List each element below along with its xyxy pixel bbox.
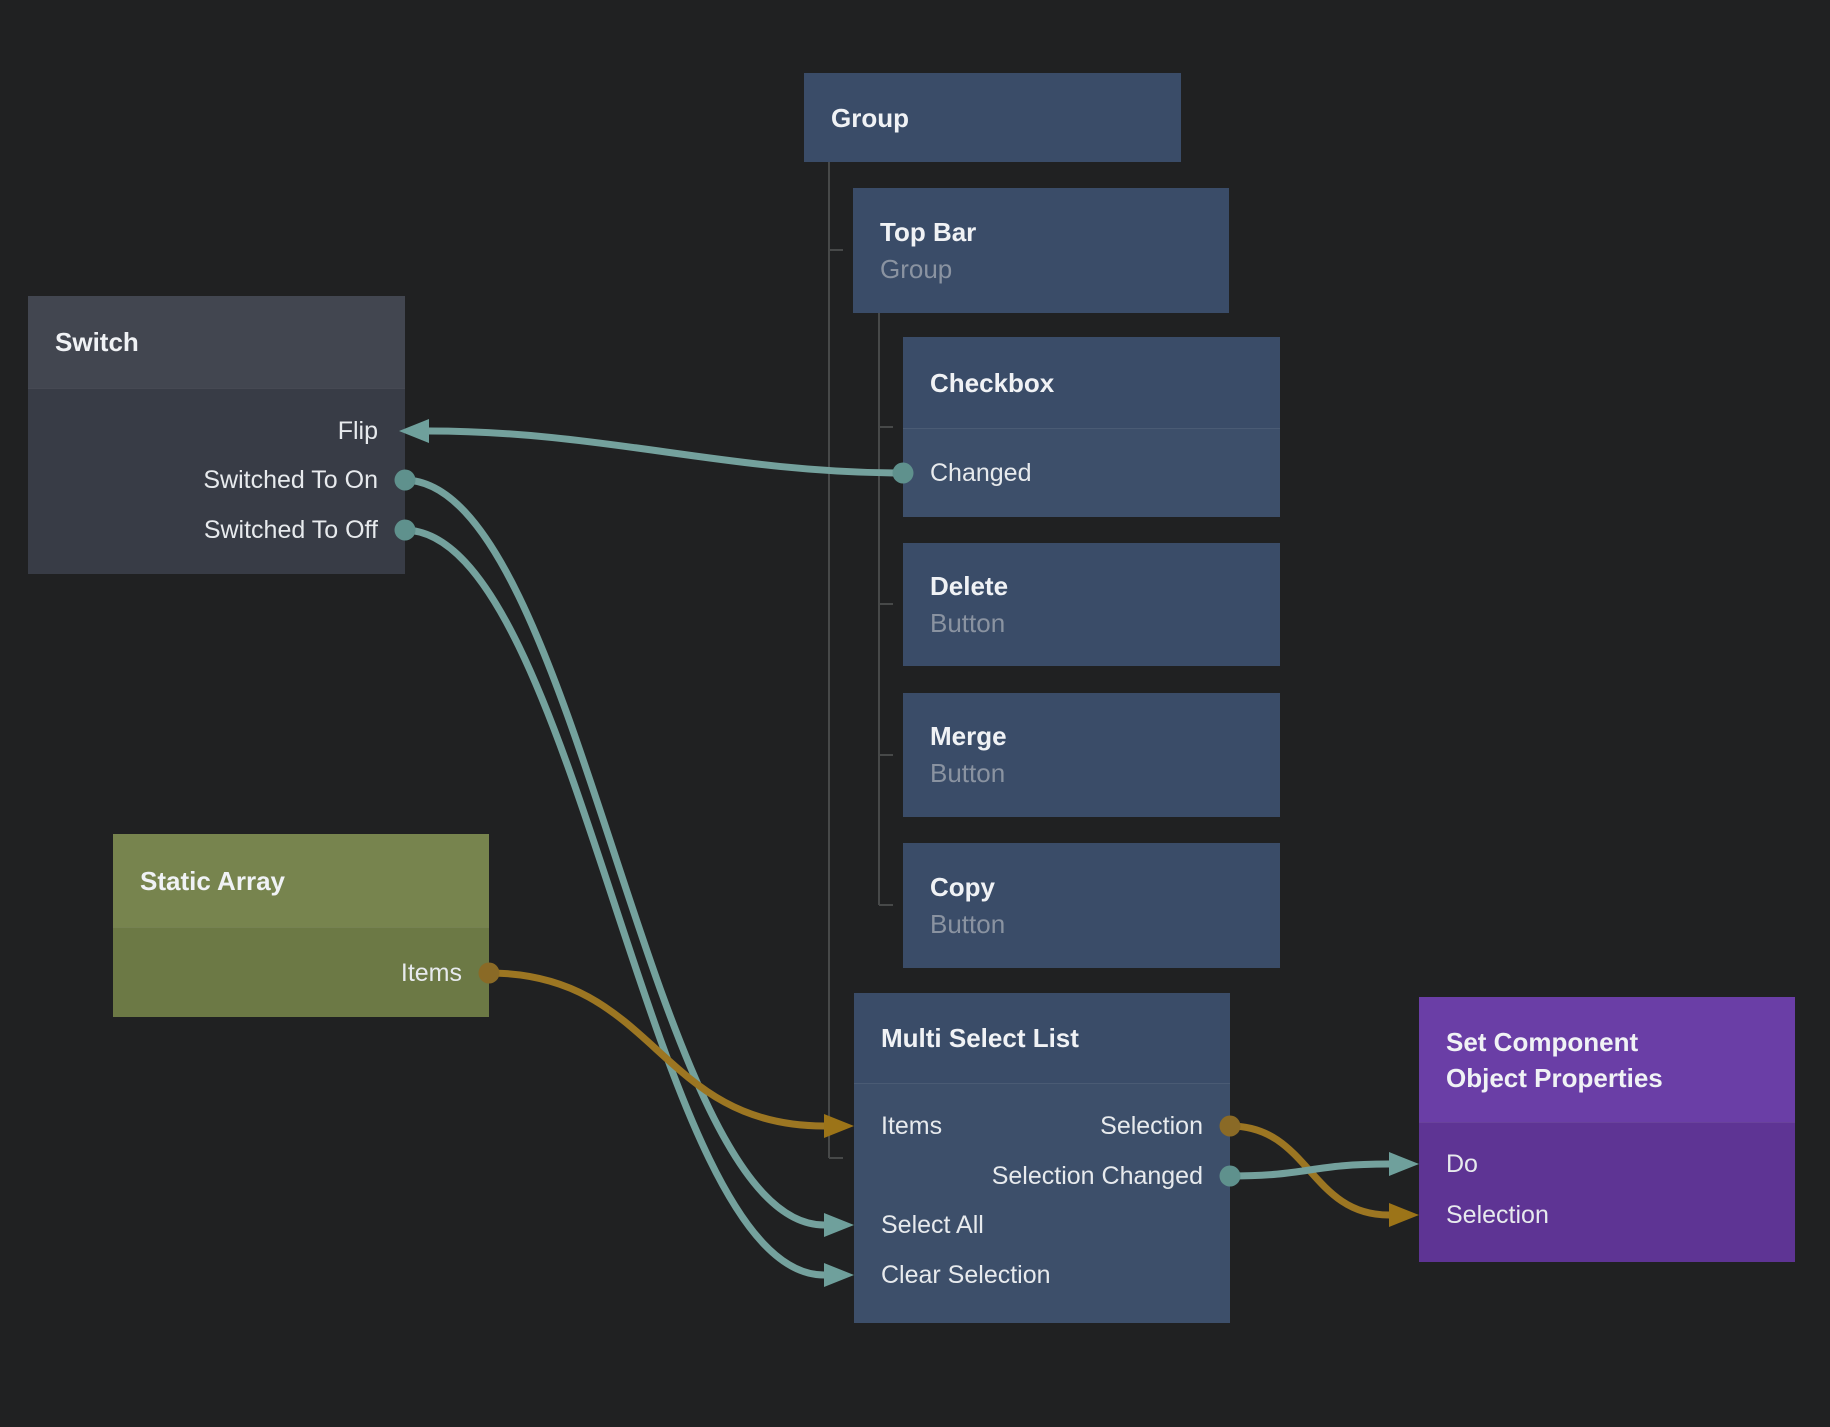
node-title: Switch (55, 327, 139, 357)
node-switch[interactable]: Switch Flip Switched To On Switched To Off (28, 296, 405, 574)
node-title: Copy (930, 871, 995, 902)
edge-switch-on-to-msl-select-all-arrowhead (824, 1213, 854, 1237)
node-switch-body (28, 388, 405, 574)
node-delete[interactable]: Delete Button (903, 543, 1280, 666)
edge-msl-selection-changed-to-setcomp-do-arrowhead (1389, 1152, 1419, 1176)
node-top-bar-header: Top Bar Group (853, 188, 1229, 313)
hierarchy-tree-line-1 (828, 162, 843, 1159)
port-multi-select-list-select-all[interactable]: Select All (881, 1211, 984, 1239)
node-top-bar[interactable]: Top Bar Group (853, 188, 1229, 313)
hierarchy-tree-line-2 (878, 313, 893, 906)
port-set-component-object-properties-selection[interactable]: Selection (1446, 1201, 1549, 1229)
node-title: Object Properties (1446, 1062, 1663, 1093)
node-title: Top Bar (880, 216, 977, 247)
node-title: Merge (930, 721, 1007, 751)
node-subtitle: Button (930, 908, 1006, 939)
node-subtitle: Group (880, 253, 953, 284)
node-group-header: Group (804, 73, 1181, 162)
node-set-component-object-properties-body (1419, 1122, 1795, 1262)
port-switch-switched-to-on[interactable]: Switched To On (203, 466, 378, 494)
node-subtitle: Button (930, 758, 1006, 788)
node-title: Set Component (1446, 1026, 1639, 1057)
node-multi-select-list-body (854, 1083, 1230, 1323)
node-static-array[interactable]: Static Array Items (113, 834, 489, 1017)
edge-static-array-items-to-msl-items[interactable] (488, 969, 825, 1130)
edge-switch-off-to-msl-clear-selection-arrowhead (824, 1263, 854, 1287)
node-copy[interactable]: Copy Button (903, 843, 1280, 968)
port-multi-select-list-clear-selection[interactable]: Clear Selection (881, 1261, 1051, 1289)
port-set-component-object-properties-do[interactable]: Do (1446, 1150, 1478, 1178)
edge-msl-selection-changed-to-setcomp-do[interactable] (1229, 1160, 1390, 1180)
node-set-component-object-properties[interactable]: Set Component Object Properties Do Selectio… (1419, 997, 1795, 1262)
node-switch-header: Switch (28, 296, 405, 388)
node-subtitle: Button (930, 607, 1006, 638)
node-checkbox-body (903, 428, 1280, 517)
node-merge[interactable]: Merge Button (903, 693, 1280, 817)
node-merge-header: Merge Button (903, 693, 1280, 817)
node-set-component-object-properties-header: Set Component Object Properties (1419, 997, 1795, 1122)
node-group[interactable]: Group (804, 73, 1181, 162)
edge-static-array-items-to-msl-items-arrowhead (824, 1114, 854, 1138)
port-switch-flip[interactable]: Flip (337, 417, 378, 445)
port-static-array-items[interactable]: Items (400, 959, 462, 987)
port-multi-select-list-selection[interactable]: Selection (1100, 1112, 1203, 1140)
node-title: Static Array (140, 865, 285, 896)
node-title: Checkbox (930, 367, 1055, 398)
node-checkbox[interactable]: Checkbox Changed (903, 337, 1280, 517)
node-checkbox-header: Checkbox (903, 337, 1280, 428)
port-switch-switched-to-off[interactable]: Switched To Off (203, 516, 378, 544)
port-multi-select-list-selection-changed[interactable]: Selection Changed (991, 1162, 1203, 1190)
port-checkbox-changed[interactable]: Changed (930, 459, 1032, 487)
edge-msl-selection-to-setcomp-selection[interactable] (1229, 1122, 1390, 1219)
node-static-array-header: Static Array (113, 834, 489, 927)
node-delete-header: Delete Button (903, 543, 1280, 666)
node-multi-select-list[interactable]: Multi Select List Items Selection Selection… (854, 993, 1230, 1323)
edge-checkbox-changed-to-switch-flip[interactable] (428, 427, 904, 477)
node-copy-header: Copy Button (903, 843, 1280, 968)
node-multi-select-list-header: Multi Select List (854, 993, 1230, 1083)
node-title: Multi Select List (881, 1023, 1079, 1053)
node-title: Group (831, 102, 909, 133)
port-multi-select-list-items[interactable]: Items (881, 1112, 943, 1140)
node-title: Delete (930, 570, 1009, 601)
edge-msl-selection-to-setcomp-selection-arrowhead (1389, 1203, 1419, 1227)
